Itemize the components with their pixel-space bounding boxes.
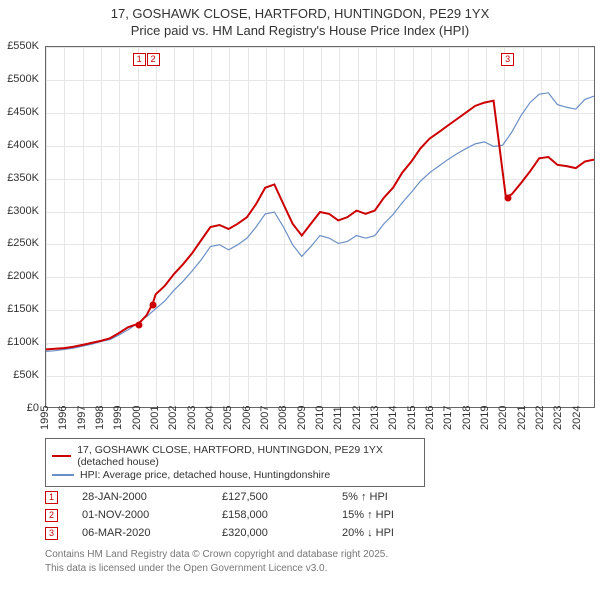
legend: 17, GOSHAWK CLOSE, HARTFORD, HUNTINGDON,… bbox=[45, 438, 425, 487]
x-tick-label: 2018 bbox=[461, 406, 473, 430]
y-tick-label: £550K bbox=[7, 40, 39, 52]
x-tick-label: 2019 bbox=[479, 406, 491, 430]
y-tick-label: £200K bbox=[7, 270, 39, 282]
data-row-date: 28-JAN-2000 bbox=[82, 491, 222, 503]
data-row-pct: 20% ↓ HPI bbox=[342, 527, 462, 539]
x-tick-label: 2009 bbox=[296, 406, 308, 430]
legend-text: HPI: Average price, detached house, Hunt… bbox=[80, 469, 330, 481]
series-svg bbox=[46, 47, 594, 407]
legend-swatch bbox=[52, 474, 74, 476]
y-tick-label: £50K bbox=[13, 369, 39, 381]
data-table: 1 28-JAN-2000£127,5005% ↑ HPI 2 01-NOV-2000… bbox=[45, 488, 565, 542]
data-row-marker: 2 bbox=[45, 509, 58, 522]
footer-line-1: Contains HM Land Registry data © Crown c… bbox=[45, 548, 388, 562]
x-tick-label: 2020 bbox=[497, 406, 509, 430]
x-tick-label: 2004 bbox=[204, 406, 216, 430]
title-line-2: Price paid vs. HM Land Registry's House … bbox=[0, 23, 600, 40]
y-tick-label: £500K bbox=[7, 73, 39, 85]
chart-area: £0 £50K £100K £150K £200K £250K £300K £350K £400… bbox=[0, 46, 600, 434]
x-tick-label: 1997 bbox=[76, 406, 88, 430]
sale-dot bbox=[504, 195, 511, 202]
x-tick-label: 2015 bbox=[406, 406, 418, 430]
sale-dot bbox=[150, 302, 157, 309]
x-tick-label: 2021 bbox=[516, 406, 528, 430]
x-tick-label: 2024 bbox=[571, 406, 583, 430]
x-tick-label: 1998 bbox=[94, 406, 106, 430]
data-row-pct: 5% ↑ HPI bbox=[342, 491, 462, 503]
x-tick-label: 1996 bbox=[57, 406, 69, 430]
x-tick-label: 2023 bbox=[552, 406, 564, 430]
x-tick-label: 2022 bbox=[534, 406, 546, 430]
y-tick-label: £100K bbox=[7, 336, 39, 348]
y-tick-label: £350K bbox=[7, 172, 39, 184]
title-block: 17, GOSHAWK CLOSE, HARTFORD, HUNTINGDON,… bbox=[0, 0, 600, 40]
x-tick-label: 2016 bbox=[424, 406, 436, 430]
y-tick-label: £0 bbox=[27, 402, 39, 414]
x-tick-label: 2005 bbox=[222, 406, 234, 430]
x-tick-label: 1995 bbox=[39, 406, 51, 430]
x-tick-label: 2001 bbox=[149, 406, 161, 430]
x-tick-label: 1999 bbox=[112, 406, 124, 430]
plot-area: 12 3 bbox=[45, 46, 595, 408]
annotation-marker: 1 bbox=[133, 53, 146, 66]
y-tick-label: £250K bbox=[7, 237, 39, 249]
x-tick-label: 2002 bbox=[167, 406, 179, 430]
footer-line-2: This data is licensed under the Open Gov… bbox=[45, 562, 388, 576]
x-tick-label: 2006 bbox=[241, 406, 253, 430]
data-row: 3 06-MAR-2020£320,00020% ↓ HPI bbox=[45, 524, 565, 542]
data-row-date: 06-MAR-2020 bbox=[82, 527, 222, 539]
sale-dot bbox=[136, 322, 143, 329]
y-tick-label: £150K bbox=[7, 303, 39, 315]
data-row-price: £127,500 bbox=[222, 491, 342, 503]
data-row-marker: 3 bbox=[45, 527, 58, 540]
x-tick-label: 2003 bbox=[186, 406, 198, 430]
legend-text: 17, GOSHAWK CLOSE, HARTFORD, HUNTINGDON,… bbox=[77, 444, 418, 468]
x-tick-label: 2007 bbox=[259, 406, 271, 430]
x-tick-label: 2012 bbox=[351, 406, 363, 430]
legend-row: 17, GOSHAWK CLOSE, HARTFORD, HUNTINGDON,… bbox=[52, 444, 418, 468]
data-row-pct: 15% ↑ HPI bbox=[342, 509, 462, 521]
annotation-marker: 3 bbox=[501, 53, 514, 66]
x-tick-label: 2010 bbox=[314, 406, 326, 430]
legend-swatch bbox=[52, 455, 71, 457]
x-tick-label: 2011 bbox=[332, 406, 344, 430]
chart-container: 17, GOSHAWK CLOSE, HARTFORD, HUNTINGDON,… bbox=[0, 0, 600, 590]
footer: Contains HM Land Registry data © Crown c… bbox=[45, 548, 388, 575]
series-hpi bbox=[46, 93, 594, 352]
series-price_paid bbox=[46, 101, 594, 350]
data-row-price: £320,000 bbox=[222, 527, 342, 539]
data-row-date: 01-NOV-2000 bbox=[82, 509, 222, 521]
data-row: 2 01-NOV-2000£158,00015% ↑ HPI bbox=[45, 506, 565, 524]
annotation-marker: 2 bbox=[147, 53, 160, 66]
y-axis: £0£50K£100K£150K£200K£250K£300K£350K£400… bbox=[0, 46, 45, 408]
legend-row: HPI: Average price, detached house, Hunt… bbox=[52, 469, 418, 481]
data-row: 1 28-JAN-2000£127,5005% ↑ HPI bbox=[45, 488, 565, 506]
data-row-marker: 1 bbox=[45, 491, 58, 504]
y-tick-label: £450K bbox=[7, 106, 39, 118]
x-tick-label: 2013 bbox=[369, 406, 381, 430]
x-tick-label: 2000 bbox=[131, 406, 143, 430]
title-line-1: 17, GOSHAWK CLOSE, HARTFORD, HUNTINGDON,… bbox=[0, 6, 600, 23]
y-tick-label: £300K bbox=[7, 205, 39, 217]
data-row-price: £158,000 bbox=[222, 509, 342, 521]
x-tick-label: 2008 bbox=[277, 406, 289, 430]
y-tick-label: £400K bbox=[7, 139, 39, 151]
x-tick-label: 2017 bbox=[442, 406, 454, 430]
x-axis: 1995199619971998199920002001200220032004… bbox=[45, 408, 595, 434]
x-tick-label: 2014 bbox=[387, 406, 399, 430]
